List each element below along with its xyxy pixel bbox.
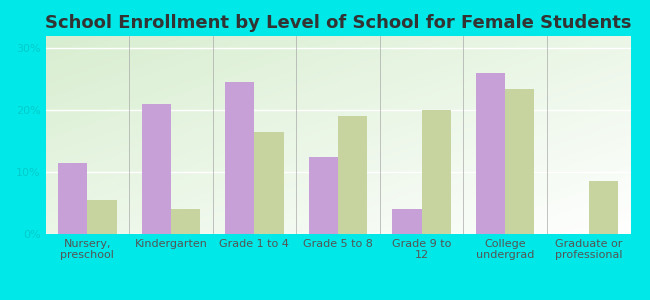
- Bar: [225, 82, 254, 234]
- Bar: [142, 104, 171, 234]
- Bar: [87, 200, 116, 234]
- Bar: [309, 157, 338, 234]
- Bar: [58, 163, 87, 234]
- Bar: [422, 110, 451, 234]
- Bar: [589, 182, 618, 234]
- Bar: [393, 209, 422, 234]
- Title: School Enrollment by Level of School for Female Students: School Enrollment by Level of School for…: [45, 14, 631, 32]
- Bar: [505, 88, 534, 234]
- Bar: [254, 132, 283, 234]
- Bar: [171, 209, 200, 234]
- Bar: [338, 116, 367, 234]
- Bar: [476, 73, 505, 234]
